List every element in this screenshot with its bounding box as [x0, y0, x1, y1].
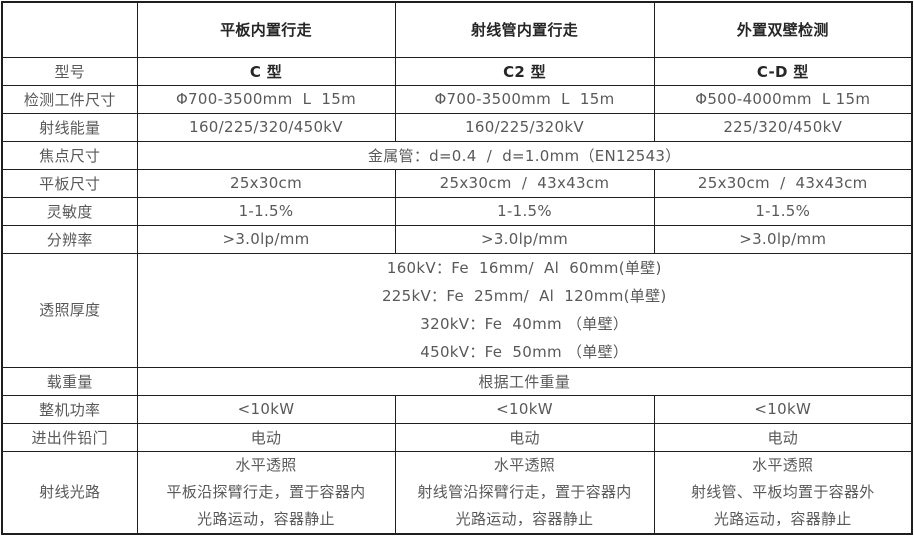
table-cell: 25x30cm / 43x43cm: [653, 168, 913, 198]
column-header-tube-internal: 射线管内置行走: [394, 1, 655, 58]
column-header-flat-panel-internal: 平板内置行走: [136, 1, 396, 58]
row-ray-energy: 射线能量 160/225/320/450kV 160/225/320kV 225…: [1, 112, 913, 142]
row-sensitivity: 灵敏度 1-1.5% 1-1.5% 1-1.5%: [1, 196, 913, 226]
row-label-focal-spot: 焦点尺寸: [1, 140, 138, 170]
table-cell: 水平透照 射线管沿探臂行走，置于容器内 光路运动，容器静止: [394, 450, 655, 534]
row-label-penetration-thickness: 透照厚度: [1, 252, 138, 368]
table-cell: 1-1.5%: [136, 196, 396, 226]
table-cell: 电动: [394, 422, 655, 452]
row-panel-size: 平板尺寸 25x30cm 25x30cm / 43x43cm 25x30cm /…: [1, 168, 913, 198]
table-cell: 1-1.5%: [394, 196, 655, 226]
table-cell: 电动: [653, 422, 913, 452]
row-label-sensitivity: 灵敏度: [1, 196, 138, 226]
row-lead-door: 进出件铅门 电动 电动 电动: [1, 422, 913, 452]
row-workpiece-size: 检测工件尺寸 Φ700-3500mm L 15m Φ700-3500mm L 1…: [1, 84, 913, 114]
row-label-lead-door: 进出件铅门: [1, 422, 138, 452]
table-cell: >3.0lp/mm: [653, 224, 913, 254]
table-cell: C-D 型: [653, 56, 913, 86]
table-cell: 电动: [136, 422, 396, 452]
table-cell: C2 型: [394, 56, 655, 86]
row-label-beam-path: 射线光路: [1, 450, 138, 534]
row-label-ray-energy: 射线能量: [1, 112, 138, 142]
table-cell-span: 金属管：d=0.4 / d=1.0mm（EN12543）: [136, 140, 913, 170]
table-cell: Φ500-4000mm L 15m: [653, 84, 913, 114]
table-cell: 160/225/320kV: [394, 112, 655, 142]
table-cell: 160/225/320/450kV: [136, 112, 396, 142]
table-cell-span: 160kV：Fe 16mm/ Al 60mm(单壁) 225kV：Fe 25mm…: [136, 252, 913, 368]
table-cell: 水平透照 平板沿探臂行走，置于容器内 光路运动，容器静止: [136, 450, 396, 534]
row-label-workpiece-size: 检测工件尺寸: [1, 84, 138, 114]
table-cell: >3.0lp/mm: [394, 224, 655, 254]
row-load-capacity: 载重量 根据工件重量: [1, 366, 913, 396]
table-cell: 水平透照 射线管、平板均置于容器外 光路运动，容器静止: [653, 450, 913, 534]
table-cell: Φ700-3500mm L 15m: [394, 84, 655, 114]
table-cell: 25x30cm / 43x43cm: [394, 168, 655, 198]
row-focal-spot: 焦点尺寸 金属管：d=0.4 / d=1.0mm（EN12543）: [1, 140, 913, 170]
header-row: 平板内置行走 射线管内置行走 外置双壁检测: [1, 1, 913, 58]
row-label-load-capacity: 载重量: [1, 366, 138, 396]
table-cell: 225/320/450kV: [653, 112, 913, 142]
row-resolution: 分辨率 >3.0lp/mm >3.0lp/mm >3.0lp/mm: [1, 224, 913, 254]
table-cell: <10kW: [394, 394, 655, 424]
row-penetration-thickness: 透照厚度 160kV：Fe 16mm/ Al 60mm(单壁) 225kV：Fe…: [1, 252, 913, 368]
row-label-model: 型号: [1, 56, 138, 86]
table-cell: >3.0lp/mm: [136, 224, 396, 254]
table-cell: C 型: [136, 56, 396, 86]
column-header-external-double-wall: 外置双壁检测: [653, 1, 913, 58]
corner-cell: [1, 1, 138, 58]
table-cell-span: 根据工件重量: [136, 366, 913, 396]
table-cell: 25x30cm: [136, 168, 396, 198]
row-model: 型号 C 型 C2 型 C-D 型: [1, 56, 913, 86]
row-label-resolution: 分辨率: [1, 224, 138, 254]
row-label-panel-size: 平板尺寸: [1, 168, 138, 198]
row-beam-path: 射线光路 水平透照 平板沿探臂行走，置于容器内 光路运动，容器静止 水平透照 射…: [1, 450, 913, 534]
row-label-total-power: 整机功率: [1, 394, 138, 424]
table-cell: 1-1.5%: [653, 196, 913, 226]
row-total-power: 整机功率 <10kW <10kW <10kW: [1, 394, 913, 424]
table-cell: <10kW: [136, 394, 396, 424]
table-cell: Φ700-3500mm L 15m: [136, 84, 396, 114]
table-cell: <10kW: [653, 394, 913, 424]
